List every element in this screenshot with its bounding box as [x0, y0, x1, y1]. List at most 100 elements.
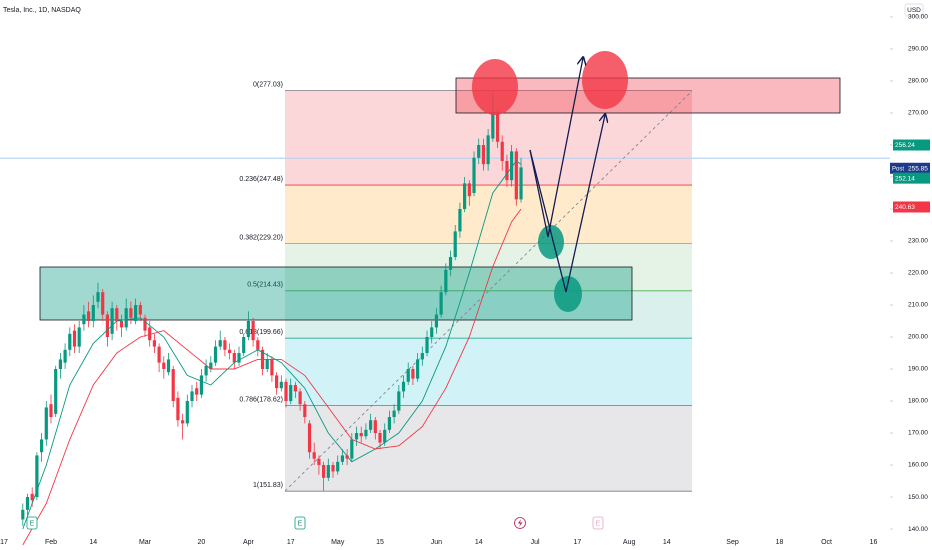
candle-body — [510, 151, 514, 181]
x-tick-label: Jul — [531, 539, 540, 546]
x-tick-label: 20 — [198, 539, 206, 546]
candle-body — [275, 375, 279, 389]
x-tick-label: 17 — [574, 539, 582, 546]
candle-body — [162, 362, 166, 370]
candle-body — [265, 359, 269, 370]
price-tag-box — [893, 139, 930, 151]
x-tick-label: 17 — [0, 539, 8, 546]
candle-body — [49, 404, 53, 418]
y-tick-label: 210.00 — [908, 302, 928, 309]
candle-body — [228, 349, 232, 354]
candle-body — [387, 417, 392, 430]
candle-body — [63, 349, 67, 363]
candle-body — [472, 157, 476, 193]
candle-body — [246, 321, 251, 338]
y-tick-label: 270.00 — [908, 110, 928, 117]
y-tick-label: 220.00 — [908, 270, 928, 277]
candle-body — [35, 455, 39, 498]
candle-body — [289, 385, 293, 402]
candle-body — [467, 183, 471, 197]
candle-body — [82, 314, 86, 325]
fib-level-label: 1(151.83) — [253, 482, 283, 489]
price-tag-box — [893, 172, 930, 184]
candle-body — [406, 369, 410, 382]
axis-layer: 140.00150.00160.00170.00180.00190.00200.… — [0, 14, 930, 546]
candle-body — [491, 112, 495, 139]
x-tick-label: May — [331, 539, 345, 546]
fib-level-label: 0.236(247.48) — [239, 176, 283, 183]
currency: USD — [907, 7, 921, 14]
candle-body — [54, 369, 58, 414]
candle-body — [340, 455, 345, 462]
y-tick-label: 150.00 — [908, 494, 928, 501]
candle-body — [185, 401, 189, 424]
candle-body — [119, 321, 124, 328]
price-tag-value: 255.85 — [908, 165, 928, 172]
candle-body — [317, 458, 321, 466]
moving-average — [22, 160, 522, 530]
y-tick-label: 300.00 — [908, 14, 928, 21]
candle-body — [256, 340, 260, 350]
candle-body — [195, 388, 199, 395]
candle-body — [444, 269, 448, 293]
y-tick-label: 280.00 — [908, 78, 928, 85]
demand-zone — [39, 266, 633, 321]
candle-body — [383, 429, 387, 443]
candle-body — [279, 381, 283, 389]
candle-body — [91, 305, 95, 322]
x-tick-label: Aug — [623, 539, 636, 546]
candle-body — [138, 305, 142, 315]
highlight-circle — [554, 276, 582, 312]
candle-body — [237, 353, 241, 363]
x-tick-label: Feb — [45, 539, 57, 546]
candle-body — [110, 308, 114, 334]
candle-body — [129, 308, 133, 318]
y-tick-label: 230.00 — [908, 238, 928, 245]
candle-body — [411, 369, 415, 379]
x-tick-label: 14 — [475, 539, 483, 546]
x-tick-label: Apr — [243, 539, 255, 546]
fib-level-label: 0.618(199.66) — [239, 329, 283, 336]
candle-body — [401, 381, 406, 392]
candle-body — [354, 433, 359, 440]
moving-average — [22, 208, 522, 546]
price-tag-box — [906, 162, 930, 174]
candle-body — [519, 167, 523, 200]
candle-body — [39, 439, 44, 453]
x-tick-label: 14 — [663, 539, 671, 546]
candle-body — [223, 340, 227, 350]
candle-body — [68, 333, 72, 350]
candle-body — [378, 433, 382, 443]
split-icon — [518, 519, 523, 527]
candle-body — [181, 420, 185, 424]
y-tick-label: 140.00 — [908, 526, 928, 533]
fib-level-label: 0.5(214.43) — [247, 282, 283, 289]
candle-body — [166, 359, 171, 373]
highlight-circle — [582, 51, 628, 109]
price-tag-value: 252.14 — [895, 175, 915, 182]
candle-body — [101, 292, 105, 315]
y-tick-label: 290.00 — [908, 46, 928, 53]
highlight-circle — [538, 225, 564, 259]
projection-arrow — [529, 115, 605, 293]
price-tag-name: Post — [892, 166, 904, 172]
earnings-label: E — [298, 520, 303, 527]
fib-trend-line — [284, 90, 693, 492]
candle-body — [270, 359, 274, 376]
candle-body — [463, 183, 467, 209]
candle-body — [157, 346, 161, 363]
candle-body — [500, 141, 504, 161]
candle-body — [307, 423, 312, 453]
x-tick-label: Mar — [139, 539, 152, 546]
supply-zone — [455, 77, 841, 114]
y-tick-label: 200.00 — [908, 334, 928, 341]
candle-body — [425, 337, 429, 354]
candle-body — [124, 308, 128, 328]
earnings-label: E — [596, 520, 601, 527]
candle-body — [171, 369, 175, 402]
candle-body — [148, 327, 152, 341]
candle-body — [25, 497, 30, 510]
candle-body — [293, 385, 298, 392]
price-tag-box — [893, 201, 930, 213]
y-tick-label: 170.00 — [908, 430, 928, 437]
